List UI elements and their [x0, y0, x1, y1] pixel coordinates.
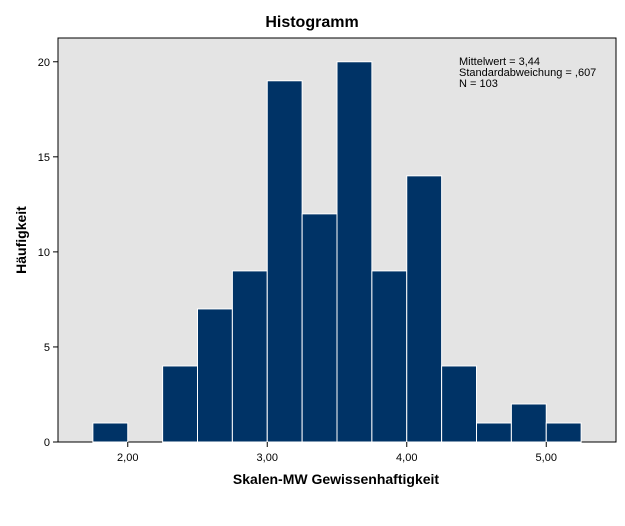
- histogram-bar: [231, 270, 268, 443]
- x-tick-label: 2,00: [117, 452, 138, 464]
- y-tick-label: 10: [38, 247, 50, 259]
- histogram-bar: [545, 422, 582, 443]
- x-tick-label: 4,00: [396, 452, 417, 464]
- histogram-bar: [266, 80, 303, 443]
- histogram-bar: [162, 365, 198, 443]
- histogram-bar: [510, 403, 547, 443]
- histogram-bar: [336, 61, 373, 443]
- y-axis-title: Häufigkeit: [13, 206, 29, 274]
- stat-line: Mittelwert = 3,44: [459, 56, 540, 68]
- x-axis-title: Skalen-MW Gewissenhaftigkeit: [233, 471, 439, 487]
- histogram-bar: [441, 365, 477, 443]
- stat-line: Standardabweichung = ,607: [459, 67, 596, 79]
- y-tick-label: 5: [44, 342, 50, 354]
- bars-group: [92, 61, 582, 443]
- y-tick-label: 20: [38, 57, 50, 69]
- x-tick-label: 5,00: [536, 452, 557, 464]
- histogram-bar: [301, 213, 338, 443]
- y-tick-label: 0: [44, 437, 50, 449]
- histogram-bar: [476, 422, 512, 443]
- histogram-bar: [371, 270, 408, 443]
- x-tick-label: 3,00: [257, 452, 278, 464]
- chart-title: Histogramm: [265, 14, 358, 31]
- histogram-bar: [197, 308, 233, 443]
- histogram-bar: [92, 422, 129, 443]
- y-tick-label: 15: [38, 152, 50, 164]
- x-axis: 2,00 3,00 4,00 5,00: [117, 442, 557, 464]
- y-axis: 0 5 10 15 20: [38, 57, 58, 449]
- histogram-bar: [406, 175, 443, 443]
- stat-line: N = 103: [459, 78, 498, 90]
